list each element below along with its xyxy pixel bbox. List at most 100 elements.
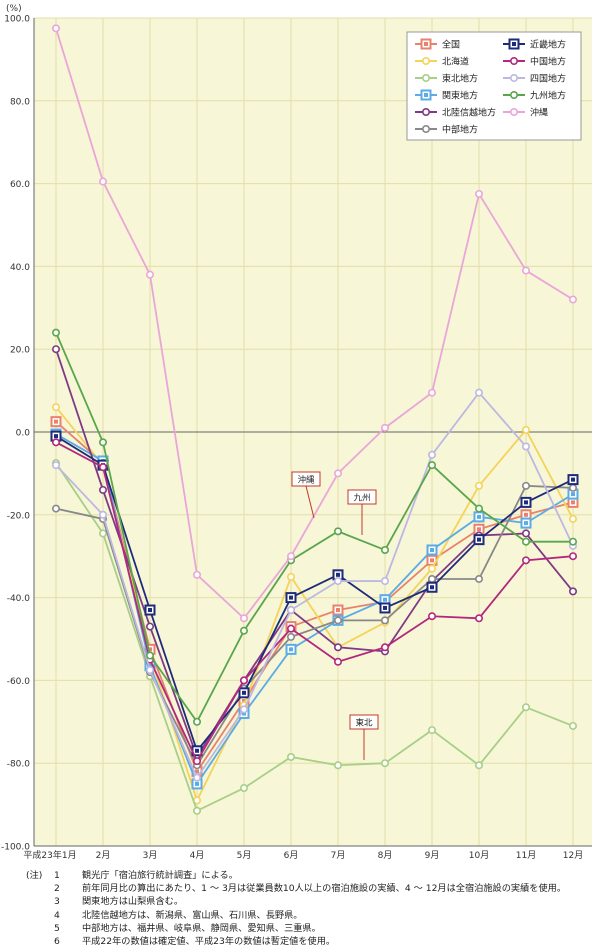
legend-swatch-marker <box>421 108 430 117</box>
legend-item: 全国 <box>415 38 460 51</box>
data-point <box>99 485 108 494</box>
data-point <box>380 759 389 768</box>
data-point-core <box>477 537 481 542</box>
series-line <box>55 441 574 764</box>
series <box>51 459 577 815</box>
y-unit-label: (%) <box>6 4 22 14</box>
legend-swatch-marker <box>509 108 518 117</box>
data-point <box>333 469 342 478</box>
data-point <box>286 752 295 761</box>
data-point <box>380 423 389 432</box>
legend-item: 北陸信越地方 <box>415 107 496 119</box>
footnote-text: 中部地方は、福井県、岐阜県、静岡県、愛知県、三重県。 <box>82 922 321 934</box>
footnote-prefix: (注) <box>26 870 43 881</box>
callout: 九州 <box>347 489 377 535</box>
series-line <box>55 28 574 620</box>
data-point <box>193 717 202 726</box>
x-tick-label: 8月 <box>378 850 393 861</box>
footnote-number: 6 <box>54 936 60 948</box>
footnote-row: 3 関東地方は山梨県含む。 <box>26 895 596 908</box>
data-point <box>51 403 60 412</box>
x-tick-label: 12月 <box>563 850 583 861</box>
footnote-text: 関東地方は山梨県含む。 <box>82 896 184 908</box>
data-point <box>193 757 202 766</box>
data-point-core <box>524 500 528 505</box>
legend-label: 東北地方 <box>442 73 478 85</box>
data-point <box>568 721 577 730</box>
data-point <box>474 481 483 490</box>
data-point-core <box>383 597 387 602</box>
data-point-core <box>195 748 199 753</box>
data-point <box>333 527 342 536</box>
series-line <box>55 433 574 786</box>
x-tick-label: 7月 <box>331 850 346 861</box>
data-point-core <box>195 781 199 786</box>
series-line <box>55 462 574 813</box>
data-point <box>333 761 342 770</box>
data-point-core <box>430 547 434 552</box>
data-point <box>521 529 530 538</box>
legend-label: 九州地方 <box>530 90 566 102</box>
y-tick-label: 20.0 <box>10 346 30 356</box>
series <box>51 328 577 726</box>
data-point <box>333 643 342 652</box>
data-point <box>427 388 436 397</box>
data-point <box>146 651 155 660</box>
data-point <box>427 574 436 583</box>
data-point-core <box>289 595 293 600</box>
data-point <box>286 572 295 581</box>
legend-item: 中国地方 <box>503 56 566 68</box>
data-point-core <box>383 605 387 610</box>
data-point-core <box>242 699 246 704</box>
legend-box <box>406 31 582 141</box>
legend-label: 中国地方 <box>530 56 566 68</box>
x-tick-label: 11月 <box>516 850 536 861</box>
series-layer <box>50 24 579 815</box>
data-point-core <box>242 711 246 716</box>
data-point <box>474 574 483 583</box>
series <box>51 24 577 623</box>
data-point <box>474 761 483 770</box>
y-tick-label: 60.0 <box>10 180 30 190</box>
data-point-core <box>430 585 434 590</box>
data-point <box>51 461 60 470</box>
legend-swatch-marker <box>509 74 518 83</box>
legend-item: 四国地方 <box>503 73 566 85</box>
data-point <box>333 657 342 666</box>
data-point <box>51 345 60 354</box>
legend-swatch-marker <box>509 56 518 65</box>
legend-label: 沖縄 <box>530 107 548 119</box>
data-point <box>146 270 155 279</box>
data-point <box>568 587 577 596</box>
data-point <box>521 481 530 490</box>
data-point <box>521 425 530 434</box>
data-point-core <box>571 477 575 482</box>
data-point <box>568 537 577 546</box>
data-point <box>333 616 342 625</box>
series-line <box>55 435 574 753</box>
footnote-text: 前年同月比の算出にあたり、1 ～ 3月は従業員数10人以上の宿泊施設の実績、4 … <box>82 883 567 895</box>
data-point <box>240 626 249 635</box>
series <box>50 430 579 757</box>
data-point <box>240 705 249 714</box>
legend-swatch-marker <box>509 91 518 100</box>
legend-swatch-core <box>424 42 428 46</box>
series-line <box>55 332 573 724</box>
data-point-core <box>148 647 152 652</box>
data-point <box>240 676 249 685</box>
data-point <box>474 614 483 623</box>
footnote-number: 2 <box>54 883 60 895</box>
data-point-core <box>524 512 528 517</box>
data-point <box>146 666 155 675</box>
data-point <box>568 295 577 304</box>
data-point <box>286 606 295 615</box>
data-point-core <box>195 769 199 774</box>
data-point-core <box>336 572 340 577</box>
y-tick-label: 80.0 <box>10 97 30 107</box>
data-point <box>51 438 60 447</box>
legend-item: 東北地方 <box>415 73 478 85</box>
y-tick-label: -60.0 <box>7 677 31 687</box>
x-tick-label: 3月 <box>143 850 158 861</box>
x-tick-label: 10月 <box>469 850 489 861</box>
